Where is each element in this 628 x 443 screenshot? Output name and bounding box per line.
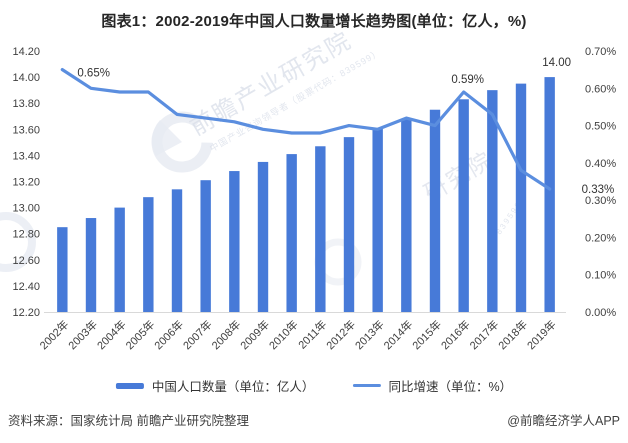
population-bar xyxy=(515,83,527,312)
population-bar xyxy=(458,99,469,312)
chart-legend: 中国人口数量（单位：亿人） 同比增速（单位：%） xyxy=(115,376,512,395)
x-axis-label: 2007年 xyxy=(180,317,215,352)
watermark-logo-icon xyxy=(0,212,36,272)
left-axis-label: 12.40 xyxy=(12,281,40,293)
x-axis-label: 2006年 xyxy=(151,317,186,352)
growth-rate-line xyxy=(60,67,552,191)
left-axis-label: 12.60 xyxy=(12,255,40,267)
right-axis-label: 0.50% xyxy=(585,121,616,133)
x-axis-label: 2003年 xyxy=(65,317,100,352)
population-bar xyxy=(286,154,297,312)
x-axis-label: 2018年 xyxy=(495,317,530,352)
population-bar xyxy=(343,137,355,312)
right-axis-label: 0.70% xyxy=(585,46,616,58)
population-bar xyxy=(544,77,555,312)
right-axis-label: 0.60% xyxy=(585,83,616,95)
population-bar xyxy=(57,227,68,312)
x-axis-label: 2012年 xyxy=(323,317,358,352)
chart-title: 图表1：2002-2019年中国人口数量增长趋势图(单位：亿人，%) xyxy=(101,13,527,30)
population-bar xyxy=(257,161,269,312)
population-bar xyxy=(372,127,383,313)
right-axis-label: 0.40% xyxy=(585,158,616,170)
x-axis-label: 2011年 xyxy=(295,317,329,351)
x-axis-label: 2005年 xyxy=(122,317,157,352)
bar-series-swatch-icon xyxy=(115,382,144,389)
chart-footer: 资料来源：国家统计局 前瞻产业研究院整理 @前瞻经济学人APP xyxy=(8,410,620,429)
right-axis-label: 0.10% xyxy=(585,270,616,282)
x-axis-label: 2004年 xyxy=(94,317,129,352)
legend-label-growth: 同比增速（单位：%） xyxy=(388,380,513,394)
x-axis-label: 2002年 xyxy=(36,317,71,352)
left-axis-label: 12.20 xyxy=(12,307,40,319)
x-axis-label: 2013年 xyxy=(352,317,387,352)
population-bar xyxy=(401,118,412,312)
data-label: 0.33% xyxy=(582,184,615,196)
right-axis-label: 0.30% xyxy=(585,195,616,207)
left-axis-label: 13.40 xyxy=(12,150,40,162)
left-axis-label: 13.20 xyxy=(12,177,40,189)
right-axis-label: 0.00% xyxy=(585,307,616,319)
population-bar xyxy=(429,109,441,312)
x-axis-label: 2017年 xyxy=(466,317,501,352)
line-series-swatch-icon xyxy=(352,384,381,387)
data-label: 0.59% xyxy=(451,74,484,86)
watermark-logo-icon xyxy=(152,120,182,156)
x-axis-label: 2010年 xyxy=(266,317,301,352)
left-axis-label: 13.00 xyxy=(12,203,40,215)
population-bar xyxy=(171,189,183,312)
population-bar xyxy=(143,197,154,312)
population-bar xyxy=(85,218,97,312)
x-axis-label: 2009年 xyxy=(237,317,272,352)
left-axis-label: 13.80 xyxy=(12,98,40,110)
left-axis-label: 14.20 xyxy=(12,46,40,58)
left-axis-label: 14.00 xyxy=(12,72,40,84)
data-label: 14.00 xyxy=(542,57,571,69)
data-source-text: 资料来源：国家统计局 前瞻产业研究院整理 xyxy=(8,414,249,428)
right-axis-label: 0.20% xyxy=(585,232,616,244)
x-axis-label: 2015年 xyxy=(409,317,444,352)
left-axis-label: 13.60 xyxy=(12,124,40,136)
legend-item-population: 中国人口数量（单位：亿人） xyxy=(115,376,315,395)
x-axis-label: 2008年 xyxy=(208,317,243,352)
population-bar xyxy=(200,180,211,312)
population-bar xyxy=(229,171,240,312)
brand-credit-text: @前瞻经济学人APP xyxy=(507,414,620,428)
population-bar xyxy=(114,207,125,312)
x-axis-label: 2019年 xyxy=(524,317,559,352)
data-label: 0.65% xyxy=(77,68,110,80)
x-axis-label: 2016年 xyxy=(438,317,473,352)
left-axis-label: 12.80 xyxy=(12,229,40,241)
population-bar xyxy=(487,90,498,313)
x-axis-label: 2014年 xyxy=(380,317,415,352)
legend-item-growth: 同比增速（单位：%） xyxy=(352,376,512,395)
legend-label-population: 中国人口数量（单位：亿人） xyxy=(151,380,315,394)
population-bar xyxy=(315,146,326,312)
